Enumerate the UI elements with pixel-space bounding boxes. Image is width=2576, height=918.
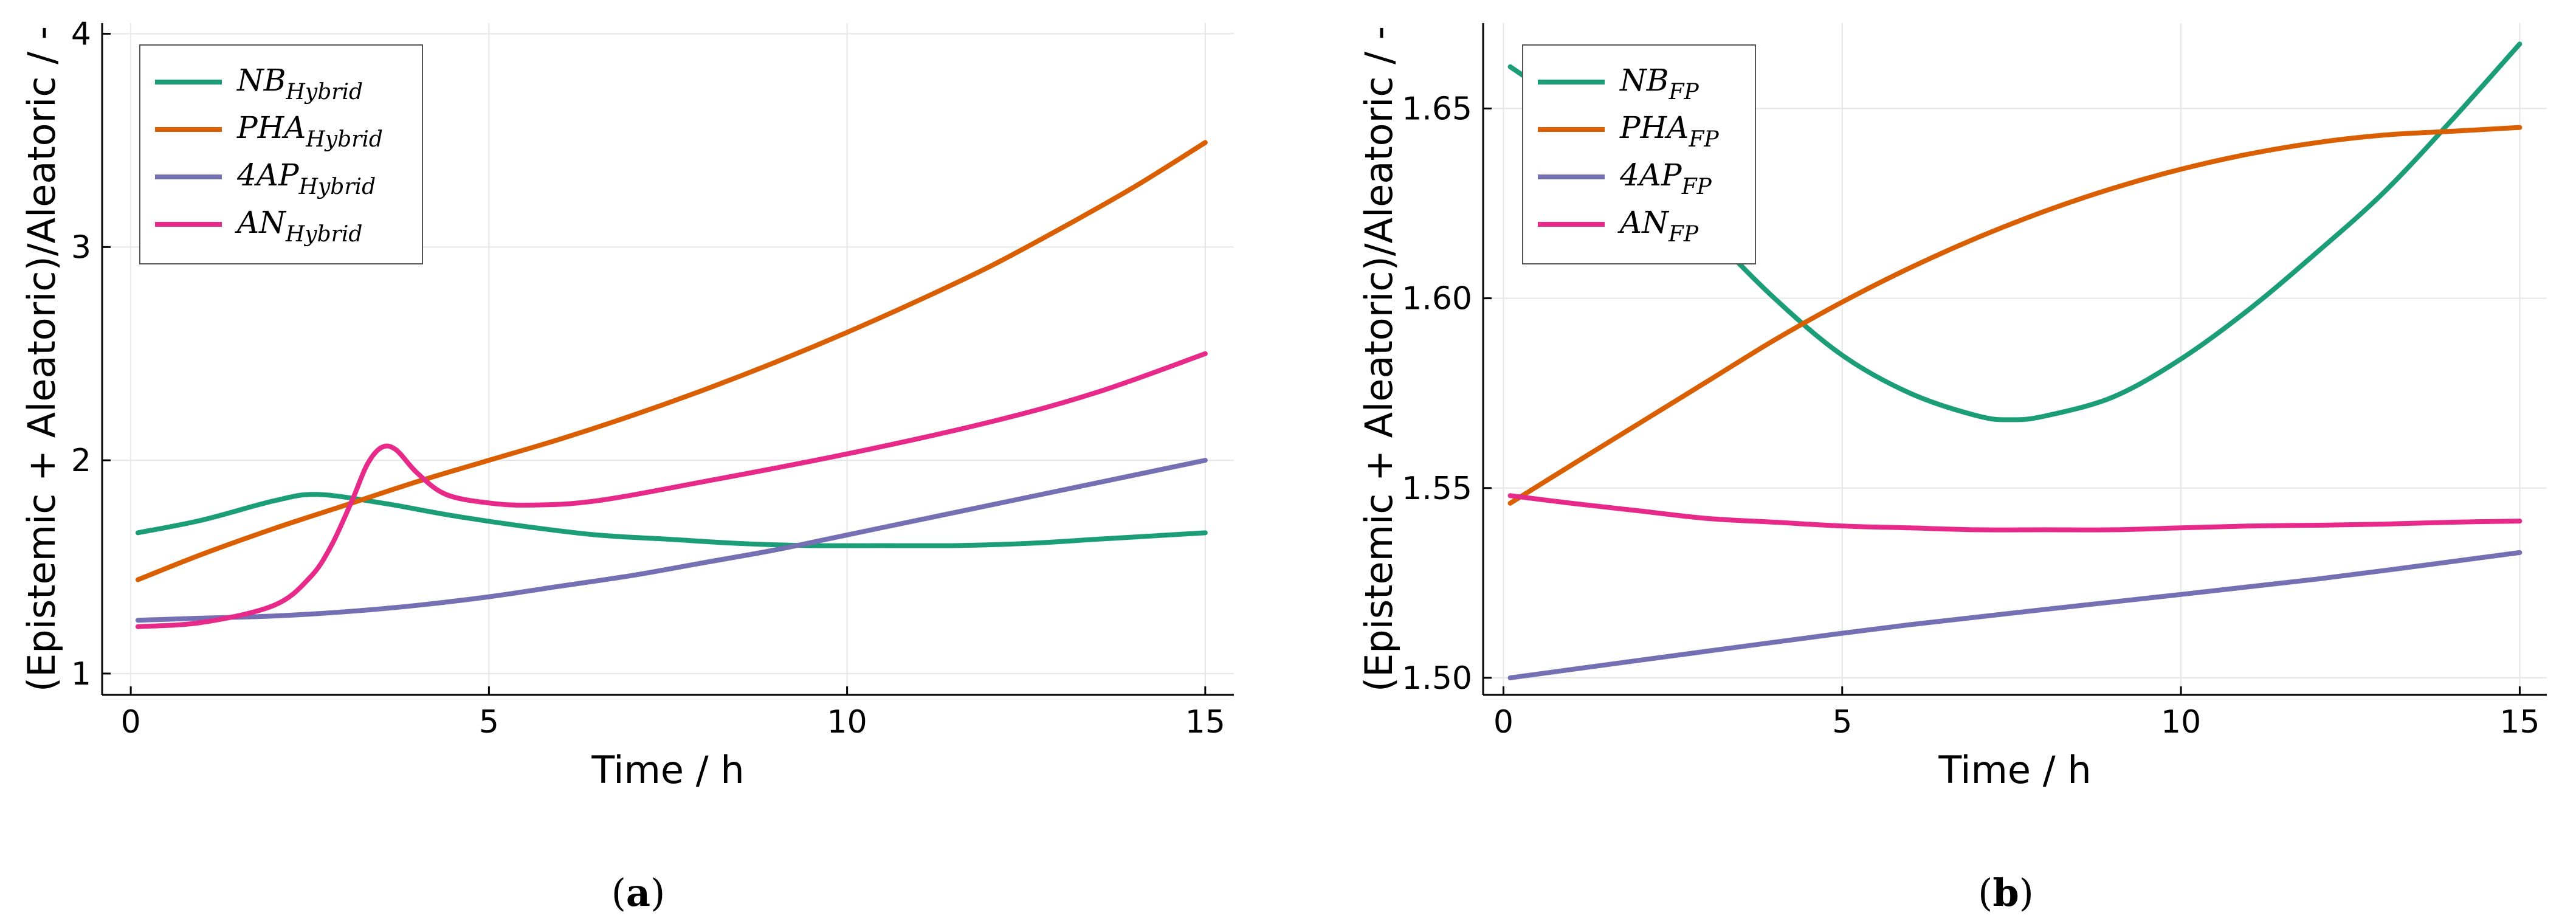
legend-entry: 4APFP — [1619, 157, 1712, 199]
legend-entry: 4APHybrid — [236, 157, 376, 199]
y-tick-label: 4 — [71, 16, 91, 53]
series-line-4ap — [1507, 550, 2523, 680]
x-tick-label: 10 — [827, 704, 867, 740]
panel-b-chart: 0 5 10 15 1.50 1.55 1.60 1.65 Time / h (Episte… — [1357, 23, 2547, 915]
y-tick-label: 1.65 — [1402, 91, 1472, 127]
legend-entry: ANHybrid — [235, 205, 362, 247]
x-axis-label: Time / h — [591, 748, 744, 792]
x-tick-label: 15 — [1185, 704, 1225, 740]
y-axis-label: (Epistemic + Aleatoric)/Aleatoric / - — [19, 26, 64, 692]
y-ticks: 1.50 1.55 1.60 1.65 — [1402, 91, 1492, 697]
x-axis-label: Time / h — [1938, 748, 2091, 792]
series-line-pha — [135, 140, 1208, 582]
y-tick-label: 1.55 — [1402, 471, 1472, 507]
y-tick-label: 1.50 — [1402, 660, 1472, 697]
y-tick-label: 2 — [71, 443, 91, 479]
series-line-4ap — [135, 458, 1208, 623]
y-tick-label: 1.60 — [1402, 281, 1472, 317]
axes — [1482, 23, 2547, 696]
series-layer — [135, 140, 1208, 629]
legend: NBHybrid PHAHybrid 4APHybrid ANHybrid — [139, 44, 423, 264]
x-tick-label: 0 — [1493, 704, 1514, 740]
series-line-nb — [135, 492, 1208, 548]
x-ticks: 0 5 10 15 — [121, 686, 1225, 740]
x-tick-label: 5 — [1832, 704, 1852, 740]
legend-entry: PHAFP — [1619, 110, 1719, 152]
legend-entry: ANFP — [1617, 205, 1699, 247]
panel-caption: (b) — [1978, 871, 2034, 915]
legend: NBFP PHAFP 4APFP ANFP — [1522, 44, 1756, 264]
x-ticks: 0 5 10 15 — [1493, 686, 2540, 740]
y-tick-label: 1 — [71, 656, 91, 692]
legend-box — [139, 44, 423, 264]
panel-a-chart: 0 5 10 15 1 2 3 4 Time / h (Epistemic + Aleato… — [19, 16, 1234, 915]
y-ticks: 1 2 3 4 — [71, 16, 111, 692]
series-line-an — [135, 351, 1208, 629]
grid — [1483, 23, 2547, 695]
y-tick-label: 3 — [71, 229, 91, 266]
x-tick-label: 10 — [2161, 704, 2201, 740]
panel-caption: (a) — [611, 871, 666, 915]
series-line-pha — [1507, 125, 2523, 506]
x-tick-label: 5 — [479, 704, 499, 740]
axes — [101, 23, 1234, 696]
legend-entry: NBHybrid — [236, 63, 363, 105]
series-line-an — [1507, 493, 2523, 533]
legend-entry: PHAHybrid — [236, 110, 383, 152]
y-axis-label: (Epistemic + Aleatoric)/Aleatoric / - — [1357, 26, 1401, 692]
x-tick-label: 0 — [121, 704, 141, 740]
x-tick-label: 15 — [2499, 704, 2540, 740]
legend-entry: NBFP — [1619, 63, 1699, 105]
